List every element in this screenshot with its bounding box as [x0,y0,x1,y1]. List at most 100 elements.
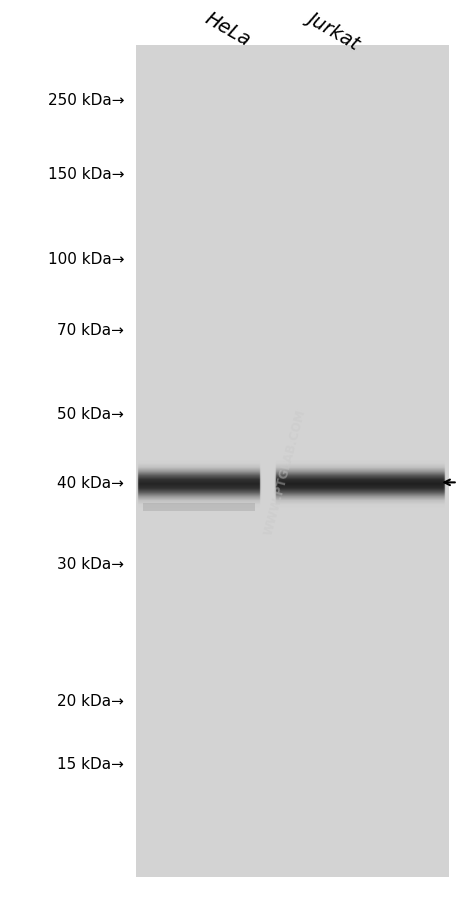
Bar [135,344,448,351]
Bar [135,495,448,503]
Bar [135,530,448,538]
Bar [135,150,448,157]
Bar [135,101,448,109]
Bar [135,593,448,600]
Bar [135,482,448,490]
Bar [135,122,448,130]
Bar [135,198,448,206]
Text: 40 kDa→: 40 kDa→ [57,475,124,491]
Bar [135,427,448,434]
Bar [135,454,448,462]
Bar [135,474,448,483]
Bar [135,572,448,579]
Bar [135,640,448,649]
Bar [135,308,448,317]
Bar [135,385,448,392]
Bar [135,67,448,74]
Bar [135,537,448,545]
Bar [135,779,448,787]
Bar [135,212,448,219]
Bar [135,655,448,662]
Text: 100 kDa→: 100 kDa→ [48,252,124,266]
Bar [135,323,448,330]
Bar [135,295,448,303]
Bar [135,357,448,365]
Bar [135,440,448,448]
Bar [135,599,448,607]
Bar [135,468,448,475]
Bar [135,723,448,732]
Bar [135,205,448,213]
Bar [135,336,448,345]
Bar [135,80,448,88]
Bar [135,87,448,95]
Bar [135,60,448,68]
Bar [135,627,448,635]
Bar [135,565,448,573]
Bar [135,274,448,282]
Text: 30 kDa→: 30 kDa→ [57,556,124,571]
Bar [135,191,448,198]
Bar [135,710,448,718]
Bar [135,800,448,807]
Bar [135,661,448,669]
Bar [135,834,448,842]
Bar [135,717,448,724]
Bar [135,46,448,53]
Text: HeLa: HeLa [201,9,253,51]
Bar [135,364,448,372]
Bar [135,329,448,337]
Bar [135,406,448,413]
Text: 250 kDa→: 250 kDa→ [48,93,124,108]
Bar [135,689,448,697]
Bar [135,523,448,531]
Text: WWW.PTGLAB.COM: WWW.PTGLAB.COM [262,408,308,537]
Bar [135,391,448,400]
Bar [135,862,448,870]
Bar [135,502,448,511]
Bar [135,261,448,268]
Bar [135,578,448,586]
Bar [135,184,448,192]
Bar [135,115,448,123]
Bar [135,676,448,683]
Bar [135,378,448,386]
Bar [135,246,448,254]
Bar [135,129,448,136]
Bar [135,233,448,241]
Bar [135,253,448,262]
Bar [135,163,448,171]
Text: Jurkat: Jurkat [303,7,362,52]
Bar [135,828,448,835]
Bar [135,606,448,614]
Bar [135,412,448,420]
Bar [135,371,448,379]
Bar [135,302,448,309]
Bar [135,668,448,676]
Bar [135,135,448,143]
Bar [135,73,448,81]
Bar [135,433,448,441]
Bar [135,219,448,226]
Bar [135,177,448,185]
Bar [135,419,448,428]
Bar [135,744,448,752]
Bar [135,806,448,815]
Bar [135,226,448,234]
Bar [135,240,448,247]
Bar [135,821,448,829]
Text: 20 kDa→: 20 kDa→ [57,693,124,708]
Bar [135,682,448,690]
Bar [135,52,448,60]
Bar [135,585,448,594]
Text: 150 kDa→: 150 kDa→ [48,167,124,182]
Bar [135,267,448,275]
Bar [135,316,448,324]
Bar [135,842,448,850]
Bar [135,399,448,407]
Bar [135,288,448,296]
Bar [135,489,448,496]
Bar [135,613,448,621]
Bar [135,814,448,822]
Bar [135,516,448,524]
